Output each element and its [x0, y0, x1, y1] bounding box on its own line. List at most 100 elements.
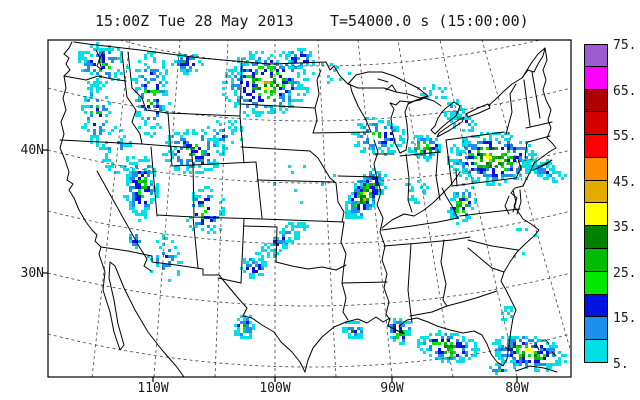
- radar-echo-pixel: [429, 147, 432, 150]
- radar-echo-pixel: [423, 138, 426, 141]
- radar-echo-pixel: [552, 342, 555, 345]
- radar-echo-pixel: [300, 48, 303, 51]
- radar-echo-pixel: [453, 207, 456, 210]
- radar-echo-pixel: [237, 318, 240, 321]
- radar-echo-pixel: [372, 123, 375, 126]
- radar-echo-pixel: [384, 126, 387, 129]
- radar-echo-pixel: [273, 111, 276, 114]
- radar-echo-pixel: [354, 144, 357, 147]
- radar-echo-pixel: [453, 162, 456, 165]
- radar-echo-pixel: [546, 354, 549, 357]
- radar-echo-pixel: [501, 369, 504, 372]
- radar-echo-pixel: [519, 156, 522, 159]
- radar-echo-pixel: [519, 354, 522, 357]
- radar-echo-pixel: [441, 96, 444, 99]
- radar-echo-pixel: [120, 141, 123, 144]
- radar-echo-pixel: [207, 147, 210, 150]
- radar-echo-pixel: [345, 213, 348, 216]
- radar-echo-pixel: [432, 87, 435, 90]
- x-axis-label-100w: 100W: [259, 381, 291, 396]
- colorbar-cell: [584, 135, 608, 158]
- radar-echo-pixel: [525, 165, 528, 168]
- radar-echo-pixel: [138, 198, 141, 201]
- radar-echo-pixel: [192, 132, 195, 135]
- radar-echo-pixel: [495, 363, 498, 366]
- radar-echo-pixel: [564, 174, 567, 177]
- radar-echo-pixel: [498, 342, 501, 345]
- radar-echo-pixel: [423, 189, 426, 192]
- radar-echo-pixel: [510, 309, 513, 312]
- radar-echo-pixel: [540, 171, 543, 174]
- radar-echo-pixel: [408, 333, 411, 336]
- radar-echo-pixel: [366, 189, 369, 192]
- radar-echo-pixel: [192, 147, 195, 150]
- radar-echo-pixel: [489, 135, 492, 138]
- radar-echo-pixel: [465, 219, 468, 222]
- radar-echo-pixel: [450, 210, 453, 213]
- radar-echo-pixel: [456, 114, 459, 117]
- radar-echo-pixel: [399, 318, 402, 321]
- radar-echo-pixel: [96, 90, 99, 93]
- y-axis-label-30n: 30N: [20, 266, 44, 281]
- radar-echo-pixel: [453, 198, 456, 201]
- state-boundaries: [59, 41, 558, 377]
- radar-echo-pixel: [162, 66, 165, 69]
- radar-echo-pixel: [300, 222, 303, 225]
- radar-echo-pixel: [180, 57, 183, 60]
- radar-echo-pixel: [390, 324, 393, 327]
- radar-echo-pixel: [183, 132, 186, 135]
- radar-echo-pixel: [288, 222, 291, 225]
- radar-echo-pixel: [87, 105, 90, 108]
- radar-echo-pixel: [144, 207, 147, 210]
- radar-echo-pixel: [129, 234, 132, 237]
- radar-echo-pixel: [504, 354, 507, 357]
- radar-echo-pixel: [306, 60, 309, 63]
- radar-echo-pixel: [465, 141, 468, 144]
- radar-echo-pixel: [372, 117, 375, 120]
- radar-echo-pixel: [87, 51, 90, 54]
- radar-echo-pixel: [156, 183, 159, 186]
- radar-echo-pixel: [348, 216, 351, 219]
- radar-echo-pixel: [501, 345, 504, 348]
- radar-echo-pixel: [120, 57, 123, 60]
- radar-echo-pixel: [534, 345, 537, 348]
- radar-echo-pixel: [414, 201, 417, 204]
- radar-echo-pixel: [546, 165, 549, 168]
- radar-echo-pixel: [141, 171, 144, 174]
- radar-echo-pixel: [408, 330, 411, 333]
- radar-echo-pixel: [531, 339, 534, 342]
- radar-echo-pixel: [273, 87, 276, 90]
- radar-echo-pixel: [183, 144, 186, 147]
- radar-echo-pixel: [219, 153, 222, 156]
- radar-echo-pixel: [351, 216, 354, 219]
- radar-echo-pixel: [252, 270, 255, 273]
- radar-echo-pixel: [150, 90, 153, 93]
- radar-echo-pixel: [96, 108, 99, 111]
- radar-echo-pixel: [516, 360, 519, 363]
- radar-echo-pixel: [498, 339, 501, 342]
- radar-echo-pixel: [252, 324, 255, 327]
- radar-echo-pixel: [462, 144, 465, 147]
- radar-echo-pixel: [486, 183, 489, 186]
- radar-echo-pixel: [354, 183, 357, 186]
- radar-echo-pixel: [162, 108, 165, 111]
- radar-echo-pixel: [246, 75, 249, 78]
- radar-echo-pixel: [255, 270, 258, 273]
- radar-echo-pixel: [249, 327, 252, 330]
- radar-echo-pixel: [99, 57, 102, 60]
- radar-echo-pixel: [468, 216, 471, 219]
- radar-echo-pixel: [195, 69, 198, 72]
- radar-echo-pixel: [165, 264, 168, 267]
- radar-echo-pixel: [123, 168, 126, 171]
- radar-echo-pixel: [243, 321, 246, 324]
- radar-echo-pixel: [99, 132, 102, 135]
- radar-echo-pixel: [270, 54, 273, 57]
- radar-echo-pixel: [507, 138, 510, 141]
- radar-echo-pixel: [390, 330, 393, 333]
- radar-echo-pixel: [546, 369, 549, 372]
- radar-echo-pixel: [225, 96, 228, 99]
- radar-echo-pixel: [96, 135, 99, 138]
- radar-echo-pixel: [426, 135, 429, 138]
- radar-echo-pixel: [198, 165, 201, 168]
- radar-echo-pixel: [369, 204, 372, 207]
